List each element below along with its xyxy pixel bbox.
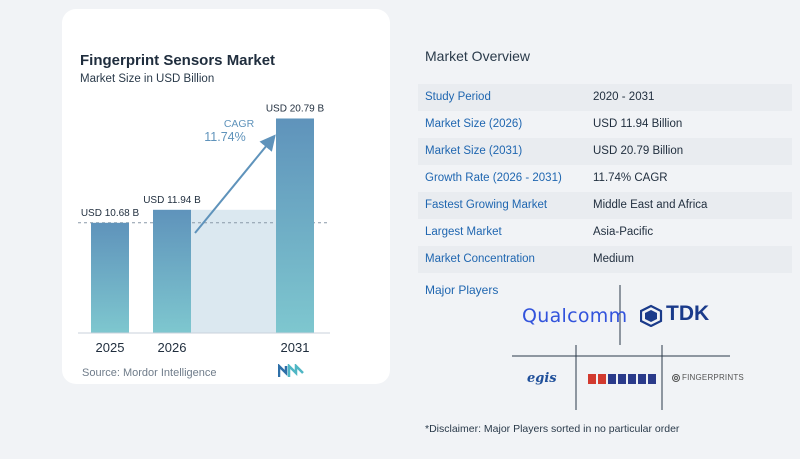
overview-row: Study Period 2020 - 2031 bbox=[418, 84, 792, 111]
overview-title: Market Overview bbox=[425, 48, 531, 64]
value-label: USD 10.68 B bbox=[81, 208, 140, 219]
overview-value: Asia-Pacific bbox=[593, 226, 654, 238]
overview-row: Growth Rate (2026 - 2031) 11.74% CAGR bbox=[418, 165, 792, 192]
overview-key: Study Period bbox=[425, 91, 491, 103]
value-label: USD 11.94 B bbox=[143, 195, 201, 206]
overview-row: Market Concentration Medium bbox=[418, 246, 792, 273]
overview-row: Fastest Growing Market Middle East and Af… bbox=[418, 192, 792, 219]
egis-logo: egis bbox=[527, 371, 557, 386]
players-title: Major Players bbox=[425, 283, 499, 297]
overview-key: Fastest Growing Market bbox=[425, 199, 548, 211]
cagr-value: 11.74% bbox=[204, 130, 245, 144]
overview-row: Market Size (2026) USD 11.94 Billion bbox=[418, 111, 792, 138]
bar-chart: USD 10.68 B 2025 USD 11.94 B 2026 USD 20.79 … bbox=[78, 103, 330, 355]
cagr-arrow bbox=[194, 134, 276, 234]
overview-value: USD 11.94 Billion bbox=[593, 118, 683, 130]
overview-value: 11.74% CAGR bbox=[593, 172, 668, 184]
chart-title: Fingerprint Sensors Market bbox=[80, 52, 276, 69]
x-tick-label: 2031 bbox=[281, 340, 310, 355]
x-tick-label: 2026 bbox=[158, 340, 187, 355]
bar-2031 bbox=[276, 118, 314, 333]
overview-value: 2020 - 2031 bbox=[593, 91, 655, 103]
growth-band bbox=[191, 209, 276, 333]
disclaimer-text: *Disclaimer: Major Players sorted in no … bbox=[425, 423, 680, 435]
mordor-logo-icon bbox=[278, 364, 304, 377]
fingerprints-logo-text: FINGERPRINTS bbox=[682, 373, 744, 382]
cagr-label: CAGR bbox=[224, 118, 255, 130]
overview-key: Market Concentration bbox=[425, 253, 535, 265]
value-label: USD 20.79 B bbox=[266, 103, 325, 114]
fingerprint-icon bbox=[672, 374, 680, 382]
chart-subtitle: Market Size in USD Billion bbox=[80, 73, 215, 85]
overview-key: Growth Rate (2026 - 2031) bbox=[425, 172, 562, 184]
overview-key: Market Size (2026) bbox=[425, 118, 523, 130]
vkansee-mark-icon bbox=[588, 374, 656, 384]
overview-key: Largest Market bbox=[425, 226, 502, 238]
tdk-emblem-icon bbox=[639, 304, 663, 328]
qualcomm-logo: Qualcomm bbox=[522, 305, 628, 327]
bar-2025 bbox=[91, 222, 129, 333]
tdk-logo-text: TDK bbox=[666, 302, 710, 325]
overview-value: USD 20.79 Billion bbox=[593, 145, 684, 157]
overview-value: Medium bbox=[593, 253, 634, 265]
overview-row: Largest Market Asia-Pacific bbox=[418, 219, 792, 246]
vkansee-logo bbox=[588, 372, 656, 390]
tdk-logo: TDK bbox=[639, 302, 720, 332]
x-tick-label: 2025 bbox=[96, 340, 125, 355]
overview-value: Middle East and Africa bbox=[593, 199, 708, 211]
bar-2026 bbox=[153, 209, 191, 333]
overview-key: Market Size (2031) bbox=[425, 145, 523, 157]
overview-row: Market Size (2031) USD 20.79 Billion bbox=[418, 138, 792, 165]
source-text: Source: Mordor Intelligence bbox=[82, 367, 217, 379]
